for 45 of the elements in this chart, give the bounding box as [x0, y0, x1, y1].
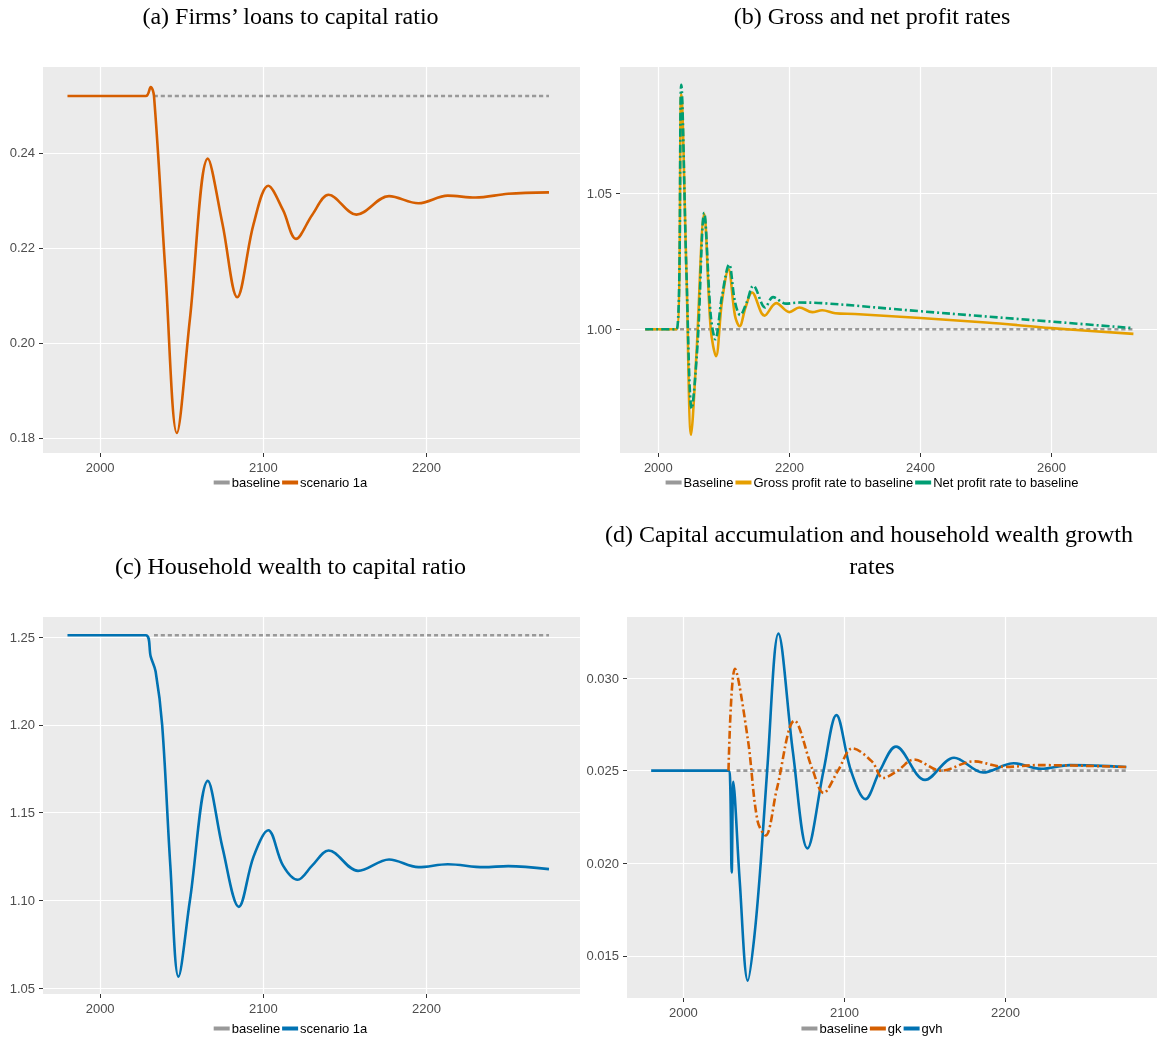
x-tick-label: 2100 — [830, 1005, 859, 1020]
y-tick-label: 0.015 — [586, 948, 619, 964]
y-tick-label: 0.18 — [9, 430, 35, 446]
x-tick-label: 2100 — [248, 460, 278, 475]
y-tick-label: 0.22 — [9, 240, 35, 256]
x-tick-label: 2200 — [991, 1005, 1021, 1020]
line-series — [727, 667, 1128, 837]
x-tick-label: 2200 — [412, 1001, 442, 1016]
y-tick-label: 1.10 — [9, 893, 35, 909]
y-tick-label: 1.25 — [9, 629, 35, 645]
y-tick-label: 0.020 — [586, 855, 619, 871]
x-tick-label: 2000 — [643, 460, 673, 475]
x-tick-label: 2000 — [668, 1005, 698, 1020]
y-tick-label: 1.05 — [586, 185, 612, 201]
y-tick-label: 0.025 — [586, 763, 619, 779]
x-tick-label: 2600 — [1037, 460, 1066, 475]
legend-label: Gross profit rate to baseline — [753, 475, 914, 490]
line-series — [66, 85, 551, 435]
y-tick-label: 0.030 — [586, 670, 619, 686]
legend-label: Net profit rate to baseline — [933, 475, 1079, 490]
y-tick-label: 1.00 — [586, 321, 612, 337]
y-tick-label: 1.15 — [9, 805, 35, 821]
x-tick-label: 2000 — [85, 1001, 115, 1016]
legend-label: baseline — [231, 1021, 281, 1036]
chart-title: (b) Gross and net profit rates — [733, 3, 1011, 29]
line-series — [66, 633, 551, 978]
y-tick-label: 0.20 — [9, 335, 35, 351]
chart-title: (c) Household wealth to capital ratio — [114, 553, 467, 579]
x-tick-label: 2000 — [85, 460, 115, 475]
x-tick-label: 2100 — [248, 1001, 278, 1016]
legend-label: gvh — [921, 1021, 943, 1036]
legend-label: baseline — [231, 475, 281, 490]
x-tick-label: 2400 — [905, 460, 935, 475]
chart-title: (a) Firms’ loans to capital ratio — [142, 3, 439, 29]
legend-label: gk — [887, 1021, 903, 1036]
x-tick-label: 2200 — [774, 460, 804, 475]
y-tick-label: 1.05 — [9, 980, 35, 996]
legend-label: Baseline — [683, 475, 734, 490]
y-tick-label: 1.20 — [9, 717, 35, 733]
chart-title: (d) Capital accumulation and household wealth growth rates — [605, 521, 1139, 579]
legend-label: scenario 1a — [300, 1021, 369, 1036]
y-tick-label: 0.24 — [9, 145, 35, 161]
x-tick-label: 2200 — [412, 460, 442, 475]
legend-label: scenario 1a — [300, 475, 369, 490]
legend-label: baseline — [819, 1021, 868, 1036]
